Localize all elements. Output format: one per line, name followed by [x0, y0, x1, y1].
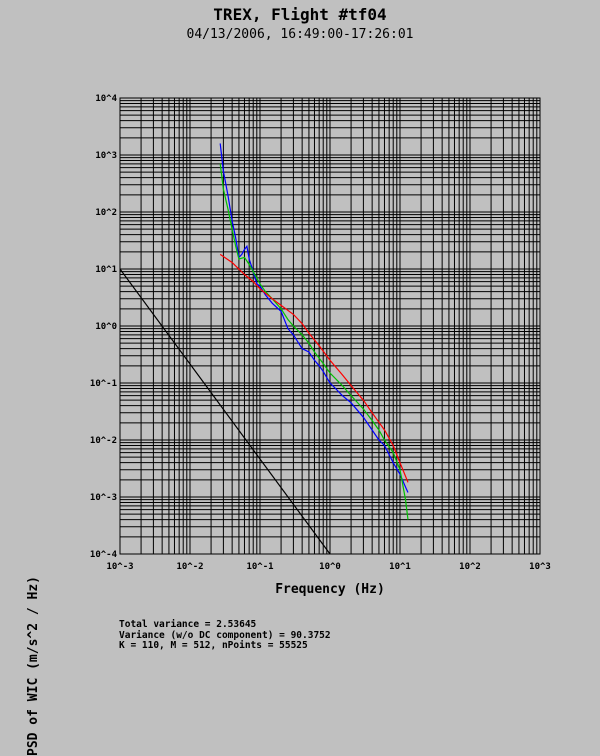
- x-tick-label: 10^-1: [246, 562, 273, 572]
- y-tick-label: 10^4: [95, 94, 117, 104]
- y-tick-label: 10^2: [95, 208, 117, 218]
- y-tick-label: 10^3: [95, 151, 117, 161]
- series-line-3: [219, 253, 409, 483]
- total-variance: Total variance = 2.53645: [119, 619, 257, 630]
- data-series: [119, 143, 409, 555]
- x-tick-label: 10^3: [529, 562, 551, 572]
- chart-subtitle: 04/13/2006, 16:49:00-17:26:01: [186, 27, 414, 42]
- x-axis-label: Frequency (Hz): [275, 582, 385, 597]
- plot-frame: [119, 97, 541, 555]
- x-tick-label: 10^-3: [106, 562, 133, 572]
- series-line-1: [219, 143, 409, 493]
- y-tick-labels: 10^4 10^3 10^2 10^1 10^0 10^-1 10^-2 10^-3 10^-4: [90, 94, 118, 560]
- x-tick-labels: 10^-3 10^-2 10^-1 10^0 10^1 10^2 10^3: [106, 562, 550, 572]
- y-tick-label: 10^-3: [90, 493, 117, 503]
- y-tick-label: 10^0: [95, 322, 117, 332]
- y-tick-label: 10^1: [95, 265, 117, 275]
- x-tick-label: 10^-2: [176, 562, 203, 572]
- grid-lines: [119, 98, 540, 555]
- y-axis-label: PSD of WIC (m/s^2 / Hz): [26, 575, 41, 756]
- y-tick-label: 10^-4: [90, 550, 118, 560]
- y-tick-label: 10^-2: [90, 436, 117, 446]
- x-tick-label: 10^2: [459, 562, 481, 572]
- x-tick-label: 10^1: [389, 562, 411, 572]
- psd-plot: 10^4 10^3 10^2 10^1 10^0 10^-1 10^-2 10^-3 10^-4…: [90, 94, 551, 572]
- x-tick-label: 10^0: [319, 562, 341, 572]
- variance-no-dc: Variance (w/o DC component) = 90.3752: [119, 629, 331, 641]
- statistics-block: Total variance = 2.53645 Variance (w/o D…: [119, 619, 331, 652]
- y-tick-label: 10^-1: [90, 379, 117, 389]
- series-line-2: [219, 163, 409, 520]
- parameters: K = 110, M = 512, nPoints = 55525: [119, 640, 308, 651]
- series-line-4: [119, 268, 331, 555]
- chart-title: TREX, Flight #tf04: [213, 5, 387, 24]
